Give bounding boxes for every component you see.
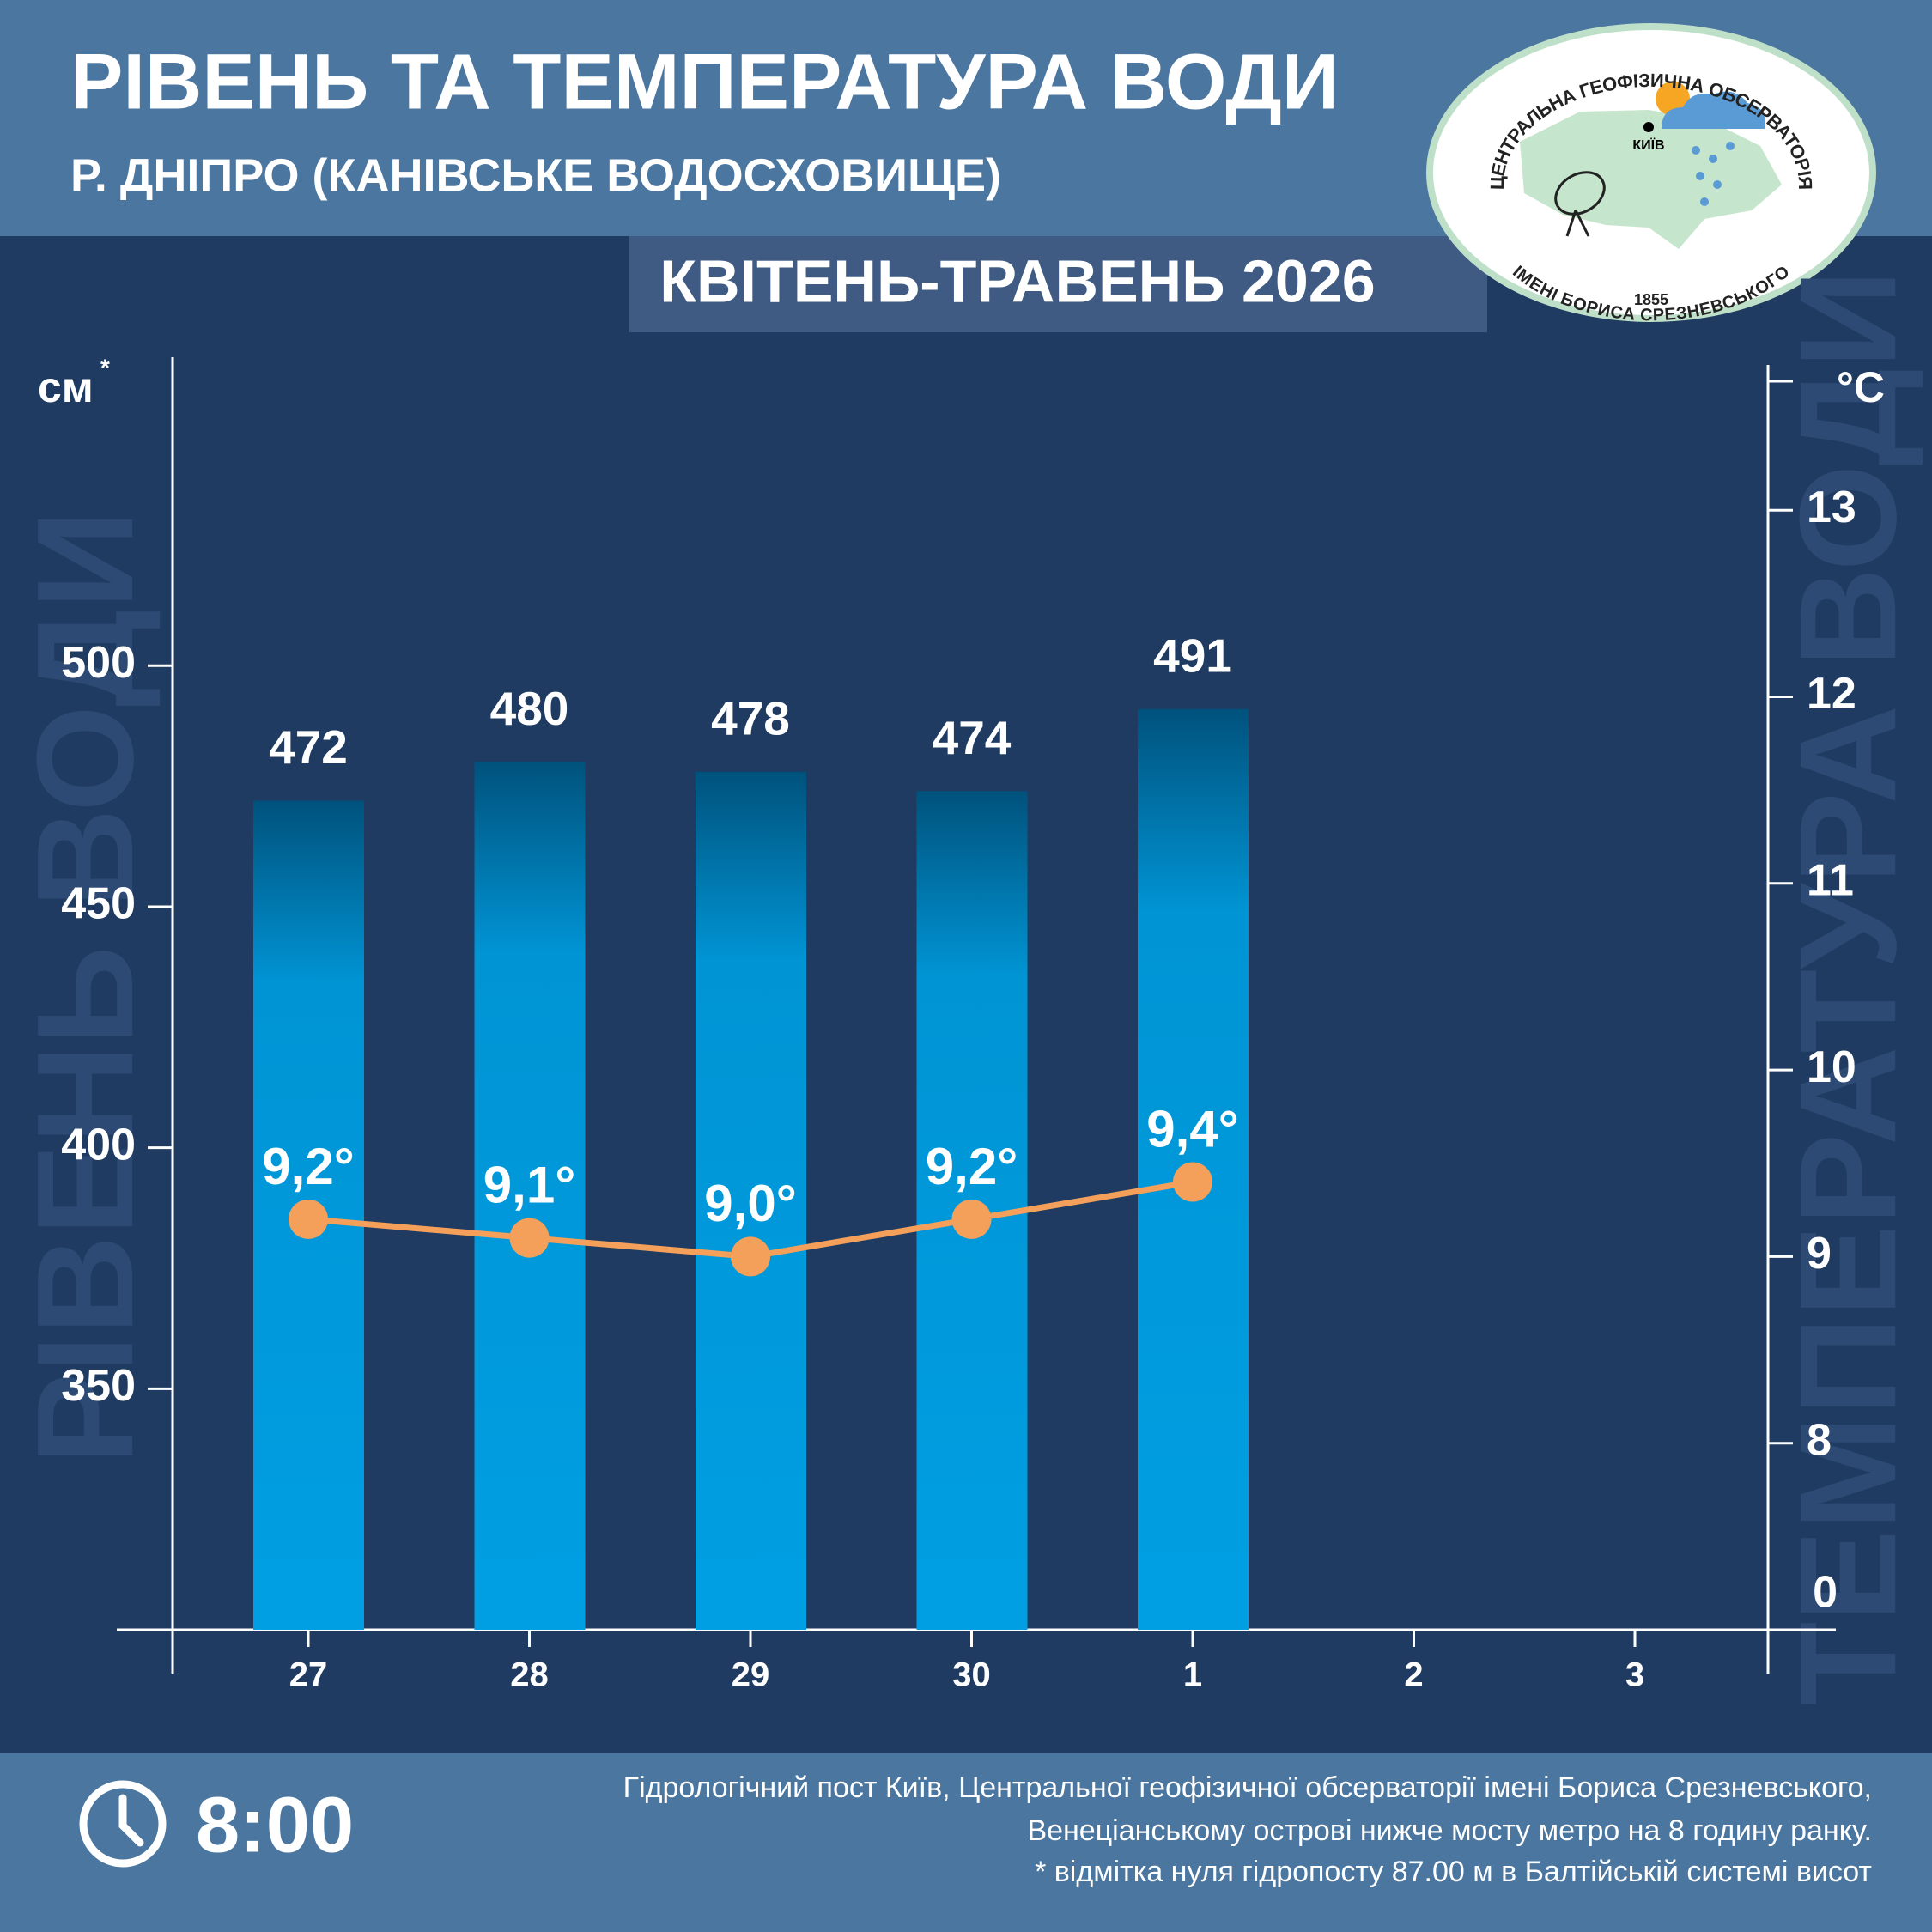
footer-note: Венеціанському острові нижче мосту метро… [1027,1814,1872,1847]
bar [696,771,806,1630]
bar-value-label: 480 [490,682,569,735]
temperature-point [1173,1162,1212,1202]
temperature-point [289,1199,328,1239]
temperature-label: 9,0° [704,1175,796,1232]
logo-sun [1656,82,1690,116]
clock-hands [118,1794,144,1847]
temperature-label: 9,2° [262,1138,354,1195]
y-tick-label: 350 [61,1361,136,1411]
logo-city: КИЇВ [1632,137,1664,153]
y2-tick-label: 9 [1807,1229,1832,1279]
logo-map [1520,110,1782,249]
y2-tick-label: 11 [1807,856,1854,906]
x-tick-label: 27 [289,1656,328,1694]
logo: КИЇВ ЦЕНТРАЛЬНА ГЕОФІЗИЧНА ОБСЕРВАТОРІЯ … [1426,23,1876,325]
bar-value-label: 491 [1153,629,1232,682]
y-tick-label: 450 [61,879,136,929]
y-unit: см [38,363,94,411]
bar [474,762,586,1630]
period: КВІТЕНЬ-ТРАВЕНЬ 2026 [659,247,1375,314]
y2-break-label: 0 [1813,1568,1838,1618]
footer-note: * відмітка нуля гідропосту 87.00 м в Бал… [1035,1856,1872,1888]
y2-axis-title: ТЕМПЕРАТУРА ВОДИ [1771,270,1924,1706]
x-tick-label: 1 [1183,1656,1202,1694]
y-axis-title: РІВЕНЬ ВОДИ [8,510,161,1464]
x-tick-label: 2 [1404,1656,1423,1694]
y2-tick-label: 8 [1807,1415,1832,1465]
temperature-point [731,1236,770,1277]
x-tick-label: 30 [952,1656,991,1694]
bar-value-label: 478 [711,691,790,744]
temperature-label: 9,2° [926,1138,1018,1195]
logo-drops [1692,142,1735,206]
period-box [629,236,1487,332]
y-unit-note: * [100,354,110,380]
logo-year: 1855 [1634,291,1668,308]
logo-cloud [1662,91,1765,129]
y2-unit: °C [1837,363,1885,411]
bar-value-label: 474 [933,711,1012,764]
chart-title: РІВЕНЬ ТА ТЕМПЕРАТУРА ВОДИ [70,38,1339,125]
bar-value-label: 472 [269,720,348,774]
temperature-point [509,1218,550,1258]
x-tick-label: 28 [510,1656,549,1694]
temperature-point [951,1199,992,1239]
y-tick-label: 400 [61,1120,136,1170]
footer-band [0,1753,1932,1932]
x-tick-label: 29 [732,1656,770,1694]
logo-dish [1554,171,1606,237]
y2-tick-label: 12 [1807,669,1856,719]
temperature-label: 9,1° [483,1157,575,1214]
y-tick-label: 500 [61,638,136,688]
y2-tick-label: 13 [1807,483,1856,532]
clock-icon [79,1780,167,1868]
temperature-label: 9,4° [1146,1100,1238,1157]
x-tick-label: 3 [1625,1656,1644,1694]
y2-tick-label: 10 [1807,1042,1856,1092]
footer-time: 8:00 [196,1781,354,1868]
chart-subtitle: Р. ДНІПРО (КАНІВСЬКЕ ВОДОСХОВИЩЕ) [70,149,1001,201]
footer-note: Гідрологічний пост Київ, Центральної гео… [623,1771,1872,1804]
logo-city-dot [1643,122,1654,132]
